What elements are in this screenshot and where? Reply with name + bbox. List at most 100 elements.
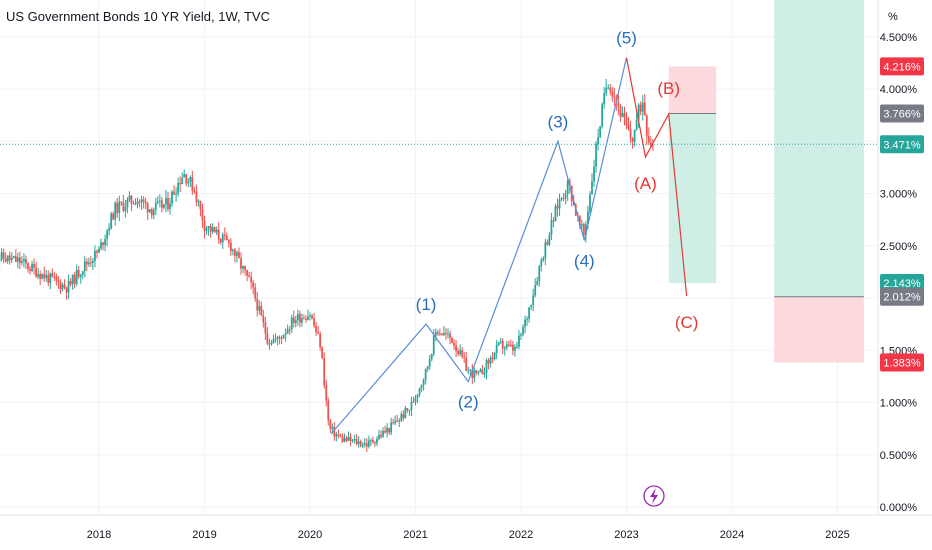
candle-body bbox=[589, 194, 591, 212]
candle-body bbox=[154, 202, 157, 210]
candle-body bbox=[489, 357, 492, 364]
candle-body bbox=[138, 201, 141, 203]
time-tick-label: 2025 bbox=[825, 529, 849, 541]
candle-body bbox=[169, 203, 171, 210]
candle-body bbox=[552, 220, 555, 222]
price-badge bbox=[880, 57, 924, 76]
candle-body bbox=[518, 335, 520, 347]
candle-body bbox=[85, 261, 88, 265]
candle-body bbox=[509, 344, 512, 346]
candle-body bbox=[298, 313, 301, 323]
candle-body bbox=[378, 434, 380, 439]
candle-body bbox=[296, 313, 299, 321]
candle-body bbox=[307, 316, 309, 320]
candle-body bbox=[165, 198, 167, 205]
candle-body bbox=[144, 201, 147, 204]
wave-label: (B) bbox=[657, 79, 680, 98]
candle-body bbox=[580, 224, 583, 226]
candle-body bbox=[89, 262, 92, 264]
candle-body bbox=[319, 333, 322, 348]
candle-body bbox=[274, 338, 277, 340]
candle-body bbox=[562, 198, 565, 200]
candle-body bbox=[516, 346, 518, 348]
candle-body bbox=[150, 209, 153, 216]
candle-body bbox=[514, 346, 516, 351]
candle-body bbox=[609, 87, 612, 92]
candle-body bbox=[156, 201, 159, 203]
candle-body bbox=[223, 234, 226, 236]
candle-body bbox=[69, 281, 72, 285]
candle-body bbox=[414, 397, 417, 403]
lightning-icon[interactable] bbox=[643, 485, 665, 507]
candle-body bbox=[335, 434, 338, 437]
wave-label: (5) bbox=[616, 29, 637, 48]
price-badge bbox=[880, 287, 924, 306]
candle-body bbox=[213, 227, 216, 233]
candle-body bbox=[41, 273, 44, 279]
price-badge bbox=[880, 135, 924, 154]
candle-body bbox=[536, 280, 539, 285]
candle-body bbox=[400, 414, 403, 421]
candle-body bbox=[554, 205, 557, 221]
candle-body bbox=[21, 261, 23, 263]
candle-body bbox=[560, 198, 563, 200]
lightning-icon-bolt bbox=[650, 488, 658, 504]
wave-label: (3) bbox=[548, 112, 569, 131]
price-axis[interactable]: %4.500%4.000%3.500%3.000%2.500%2.000%1.5… bbox=[877, 0, 917, 515]
candle-body bbox=[645, 115, 648, 136]
candle-body bbox=[29, 268, 31, 271]
candle-body bbox=[546, 242, 549, 245]
candle-body bbox=[639, 104, 642, 112]
candle-body bbox=[422, 379, 425, 385]
candle-body bbox=[106, 230, 109, 239]
candle-body bbox=[92, 260, 94, 264]
candle-body bbox=[6, 255, 9, 262]
candle-body bbox=[142, 199, 145, 202]
candle-body bbox=[627, 125, 630, 130]
candle-body bbox=[418, 388, 421, 395]
candle-body bbox=[412, 401, 415, 403]
candle-body bbox=[205, 228, 208, 231]
candle-body bbox=[481, 369, 484, 375]
candle-body bbox=[327, 400, 330, 421]
candle-body bbox=[548, 235, 551, 245]
candle-body bbox=[124, 207, 127, 211]
candle-body bbox=[345, 438, 348, 441]
candle-body bbox=[73, 274, 76, 284]
candle-body bbox=[613, 96, 616, 98]
candle-body bbox=[47, 274, 50, 283]
candle-body bbox=[461, 350, 464, 357]
candle-body bbox=[501, 340, 504, 349]
candle-body bbox=[647, 135, 650, 143]
candle-body bbox=[376, 438, 378, 444]
candle-body bbox=[550, 220, 553, 236]
candle-body bbox=[108, 228, 111, 231]
candle-body bbox=[8, 255, 11, 261]
candle-body bbox=[126, 199, 129, 208]
candle-body bbox=[617, 102, 620, 107]
candle-body bbox=[100, 242, 102, 249]
candle-body bbox=[544, 242, 547, 258]
candle-body bbox=[140, 199, 143, 203]
candle-body bbox=[447, 333, 449, 335]
candle-body bbox=[607, 87, 610, 89]
candle-body bbox=[112, 213, 115, 220]
candle-body bbox=[483, 372, 486, 375]
candle-body bbox=[12, 256, 15, 258]
candle-body bbox=[363, 443, 366, 445]
candle-body bbox=[286, 329, 289, 334]
candle-body bbox=[643, 102, 646, 116]
candle-body bbox=[300, 318, 303, 323]
candle-body bbox=[193, 190, 196, 192]
price-badge-label: 2.012% bbox=[883, 292, 921, 304]
candle-body bbox=[475, 370, 478, 373]
candle-body bbox=[507, 344, 510, 346]
candle-body bbox=[262, 315, 265, 323]
time-axis[interactable]: 2018 2019 2020 2021 2022 2023 2024 2025 bbox=[0, 514, 932, 541]
candle-body bbox=[582, 224, 585, 235]
wave-label: (A) bbox=[634, 174, 657, 193]
candle-body bbox=[629, 129, 632, 139]
candle-body bbox=[197, 200, 200, 202]
time-tick-label: 2024 bbox=[720, 529, 744, 541]
